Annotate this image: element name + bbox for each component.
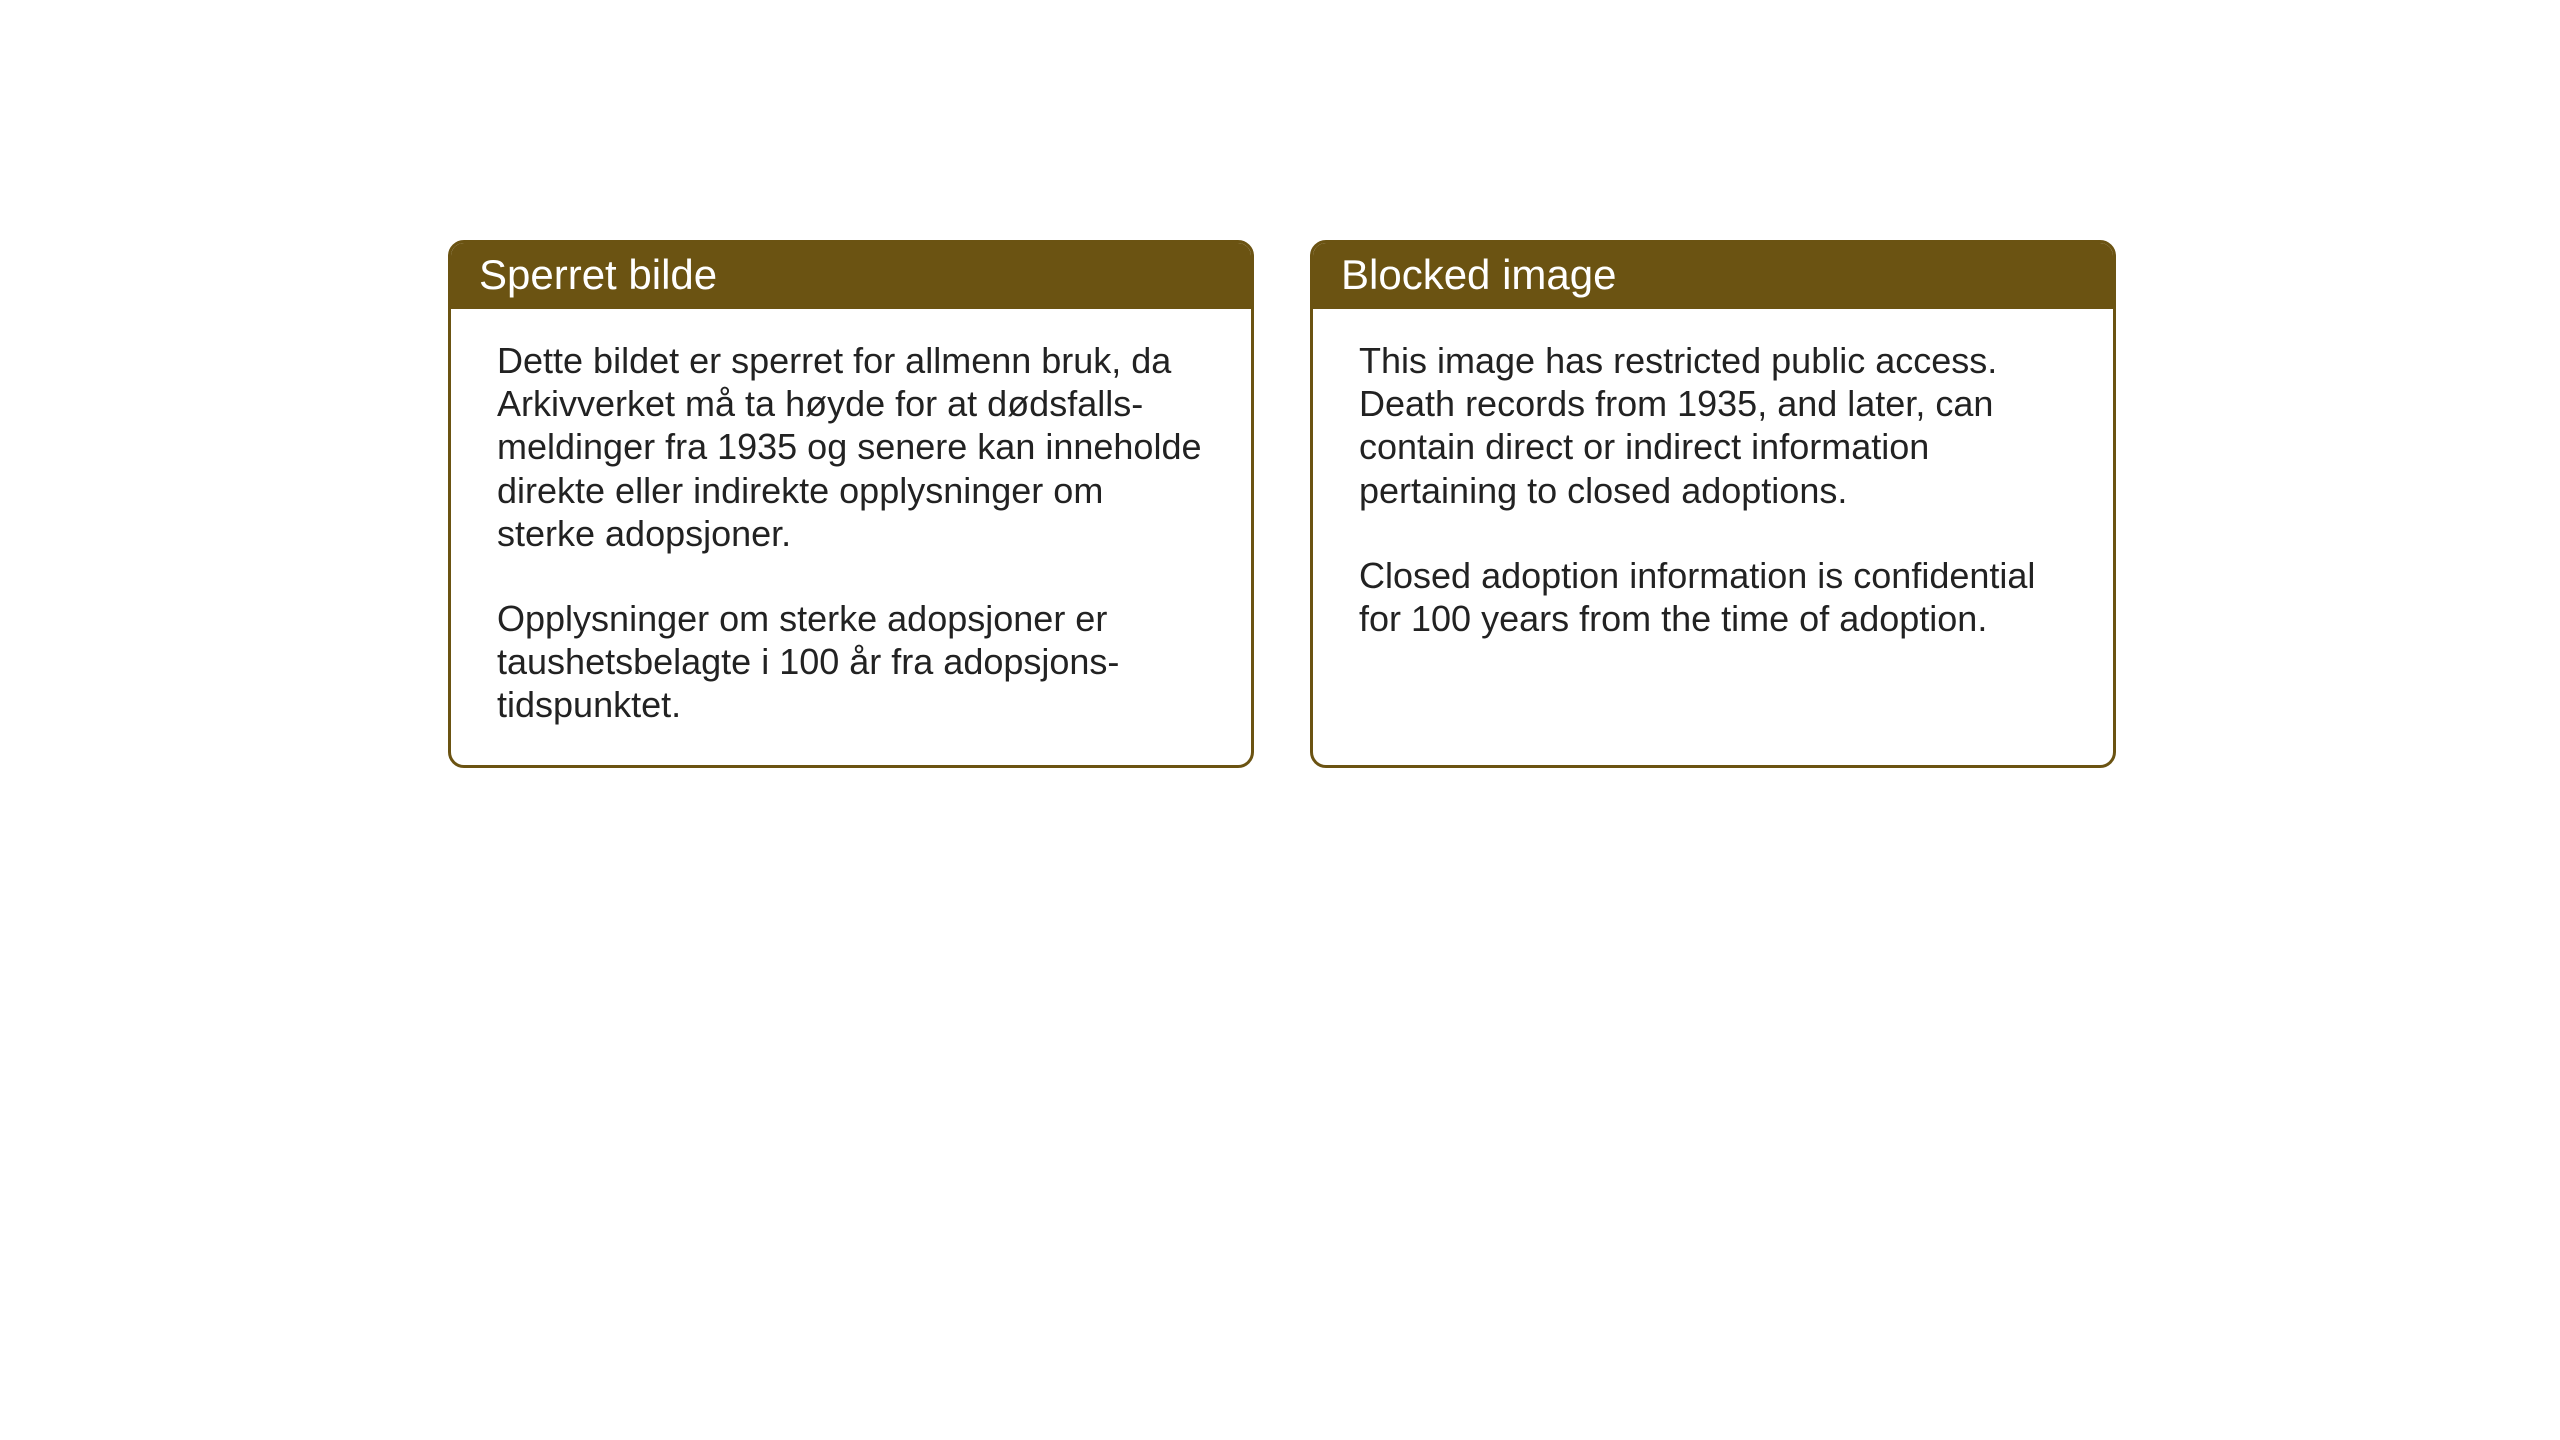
notice-card-norwegian: Sperret bilde Dette bildet er sperret fo… (448, 240, 1254, 768)
card-paragraph: This image has restricted public access.… (1359, 339, 2067, 512)
card-paragraph: Closed adoption information is confident… (1359, 554, 2067, 640)
card-paragraph: Dette bildet er sperret for allmenn bruk… (497, 339, 1205, 555)
card-header: Blocked image (1313, 243, 2113, 309)
card-body: This image has restricted public access.… (1313, 309, 2113, 749)
card-body: Dette bildet er sperret for allmenn bruk… (451, 309, 1251, 765)
card-header: Sperret bilde (451, 243, 1251, 309)
card-title: Blocked image (1341, 251, 1616, 298)
card-title: Sperret bilde (479, 251, 717, 298)
notice-card-english: Blocked image This image has restricted … (1310, 240, 2116, 768)
card-paragraph: Opplysninger om sterke adopsjoner er tau… (497, 597, 1205, 727)
notice-cards-container: Sperret bilde Dette bildet er sperret fo… (448, 240, 2116, 768)
